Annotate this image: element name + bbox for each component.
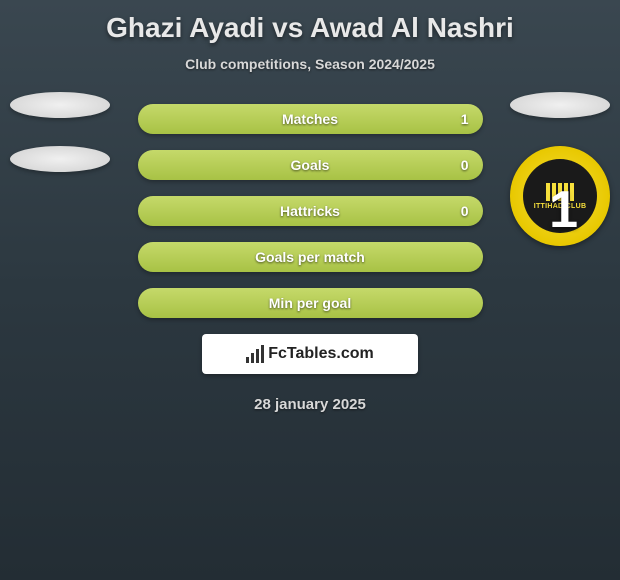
- watermark-box: FcTables.com: [202, 334, 418, 374]
- page-title: Ghazi Ayadi vs Awad Al Nashri: [0, 0, 620, 44]
- watermark-text: FcTables.com: [268, 345, 374, 363]
- player1-badge-placeholder: [10, 92, 110, 118]
- stat-row-matches: Matches 1: [138, 104, 483, 134]
- stat-value-right: 0: [461, 157, 469, 173]
- left-player-badges: [10, 92, 110, 200]
- stat-row-goals-per-match: Goals per match: [138, 242, 483, 272]
- date-text: 28 january 2025: [0, 396, 620, 413]
- stat-label: Goals: [291, 157, 330, 173]
- stat-row-min-per-goal: Min per goal: [138, 288, 483, 318]
- chart-bars-icon: [246, 345, 264, 363]
- player1-club-placeholder: [10, 146, 110, 172]
- stat-label: Hattricks: [280, 203, 340, 219]
- stat-label: Goals per match: [255, 249, 365, 265]
- player2-badge-placeholder: [510, 92, 610, 118]
- watermark-logo: FcTables.com: [246, 345, 374, 363]
- stats-bars: Matches 1 Goals 0 Hattricks 0 Goals per …: [138, 104, 483, 318]
- stat-label: Matches: [282, 111, 338, 127]
- stats-content: ITTIHAD CLUB 1 Matches 1 Goals 0 Hattric…: [0, 104, 620, 413]
- overlay-number: 1: [549, 180, 578, 240]
- stat-label: Min per goal: [269, 295, 351, 311]
- stat-row-goals: Goals 0: [138, 150, 483, 180]
- stat-value-right: 1: [461, 111, 469, 127]
- stat-value-right: 0: [461, 203, 469, 219]
- stat-row-hattricks: Hattricks 0: [138, 196, 483, 226]
- subtitle: Club competitions, Season 2024/2025: [0, 56, 620, 72]
